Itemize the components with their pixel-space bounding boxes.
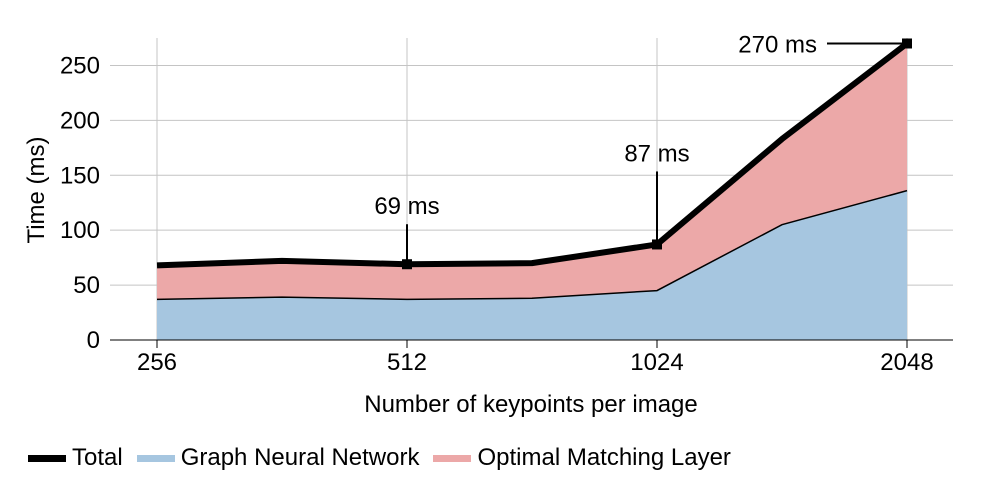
legend-item-oml: Optimal Matching Layer [433, 444, 731, 472]
annotation-label: 69 ms [374, 193, 439, 220]
y-tick-label: 0 [87, 327, 100, 354]
legend-label-oml: Optimal Matching Layer [477, 444, 731, 471]
area-graph-neural-network [157, 190, 907, 340]
y-axis-label: Time (ms) [23, 136, 50, 243]
legend-label-total: Total [72, 444, 123, 471]
annotation-label: 270 ms [738, 31, 817, 58]
line-total [156, 41, 909, 269]
legend: Total Graph Neural Network Optimal Match… [28, 438, 745, 478]
areas [157, 43, 907, 340]
legend-swatch-total [28, 454, 66, 462]
legend-item-total: Total [28, 444, 123, 472]
x-tick-label: 2048 [880, 349, 933, 376]
y-tick-label: 250 [60, 52, 100, 79]
annotation-label: 87 ms [624, 140, 689, 167]
axes [110, 339, 953, 348]
legend-label-gnn: Graph Neural Network [180, 444, 420, 471]
y-tick-label: 50 [73, 272, 100, 299]
annotations: 69 ms 87 ms 270 ms [374, 31, 907, 265]
legend-swatch-oml [433, 454, 472, 462]
legend-swatch-gnn [136, 454, 175, 462]
area-optimal-matching-layer [157, 43, 907, 300]
y-tick-label: 150 [60, 162, 100, 189]
y-tick-label: 200 [60, 107, 100, 134]
line-graph-neural-network-top [156, 189, 908, 301]
x-tick-label: 512 [387, 349, 427, 376]
x-tick-label: 1024 [630, 349, 683, 376]
x-tick-label: 256 [137, 349, 177, 376]
x-axis-label: Number of keypoints per image [364, 391, 698, 418]
tick-labels: 0 50 100 150 200 250 256 512 1024 2048 [60, 52, 934, 376]
legend-item-gnn: Graph Neural Network [136, 444, 420, 472]
y-tick-label: 100 [60, 217, 100, 244]
